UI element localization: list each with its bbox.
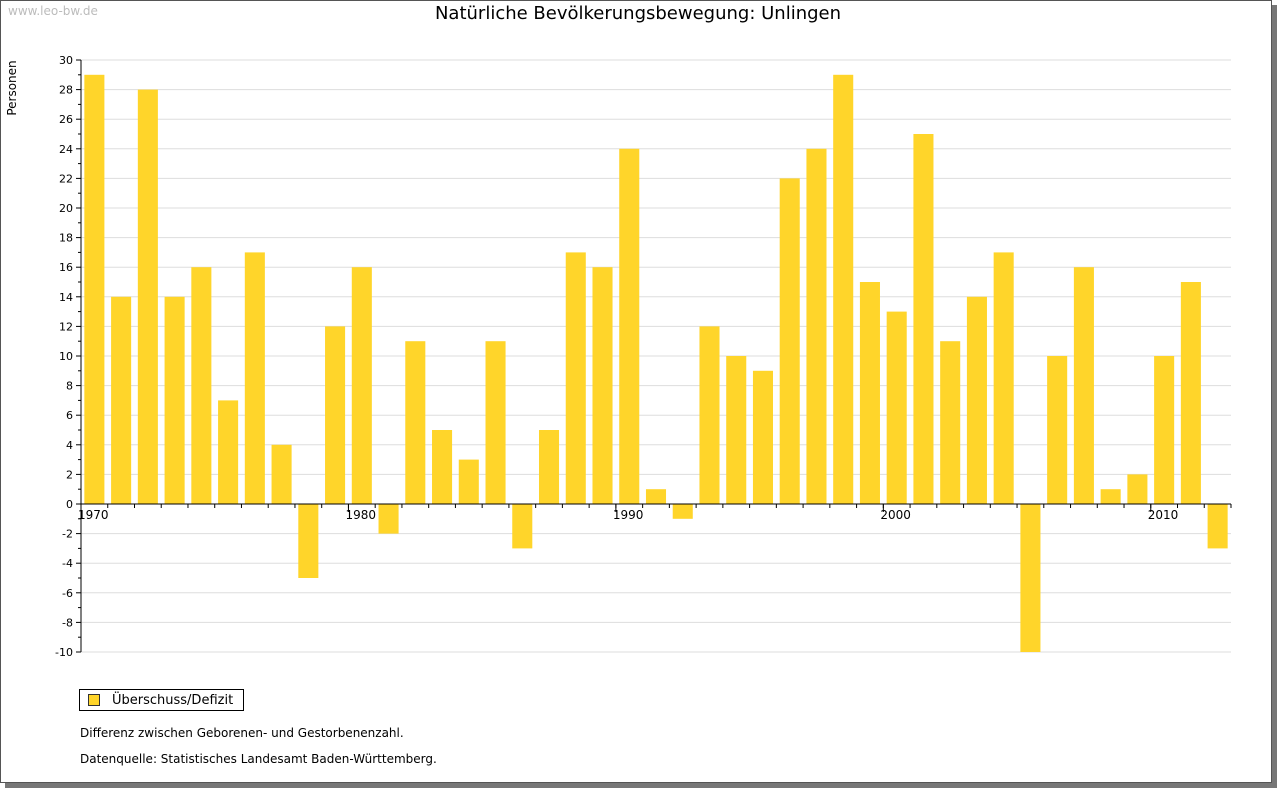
bar-1999 [859, 282, 880, 504]
bar-2003 [966, 296, 987, 504]
bar-1983 [432, 430, 453, 504]
axes: -10-8-6-4-202468101214161820222426283019… [55, 54, 1232, 659]
y-tick-label: 30 [59, 54, 73, 67]
bar-1990 [619, 148, 640, 505]
y-axis-label: Personen [5, 60, 19, 115]
bar-2007 [1073, 267, 1094, 504]
y-tick-label: 18 [59, 232, 73, 245]
y-tick-label: -2 [62, 528, 73, 541]
x-tick-label: 2000 [880, 508, 911, 522]
bars [84, 74, 1228, 652]
bar-1987 [538, 430, 560, 504]
bar-1981 [378, 504, 399, 534]
bar-2000 [886, 311, 907, 504]
bar-1975 [218, 400, 239, 504]
bar-2004 [993, 252, 1014, 504]
bar-1995 [752, 370, 774, 504]
y-tick-label: 12 [59, 320, 73, 333]
x-tick-label: 1970 [78, 508, 109, 522]
legend: Überschuss/Defizit [79, 689, 245, 711]
bar-2009 [1127, 474, 1148, 504]
bar-1988 [565, 252, 586, 504]
bar-1986 [512, 504, 533, 549]
y-tick-label: -8 [62, 616, 73, 629]
y-tick-label: 6 [66, 409, 73, 422]
bar-2012 [1207, 504, 1228, 549]
bar-1971 [111, 296, 132, 504]
y-tick-label: -10 [55, 646, 73, 659]
bar-1985 [485, 341, 506, 504]
watermark: www.leo-bw.de [8, 4, 98, 18]
bar-1996 [779, 178, 800, 504]
y-tick-label: -6 [62, 587, 73, 600]
bar-1973 [164, 296, 185, 504]
bar-1970 [84, 74, 105, 505]
bar-1977 [271, 444, 292, 504]
bar-2006 [1047, 356, 1068, 504]
legend-label: Überschuss/Defizit [112, 692, 234, 708]
bar-1972 [137, 89, 158, 504]
note-data-source: Datenquelle: Statistisches Landesamt Bad… [80, 752, 437, 766]
bar-1979 [325, 326, 346, 504]
bar-1998 [833, 74, 854, 505]
legend-swatch [88, 694, 100, 706]
bar-1993 [699, 326, 720, 504]
x-tick-label: 1980 [345, 508, 376, 522]
chart-title: Natürliche Bevölkerungsbewegung: Unlinge… [434, 3, 842, 24]
bar-1984 [458, 459, 479, 504]
y-tick-label: 0 [66, 498, 73, 511]
y-tick-label: 22 [59, 172, 73, 185]
y-tick-label: 26 [59, 113, 73, 126]
y-tick-label: -4 [62, 557, 73, 570]
bar-1997 [806, 148, 827, 505]
x-tick-label: 2010 [1148, 508, 1179, 522]
bar-chart: -10-8-6-4-202468101214161820222426283019… [5, 54, 1232, 659]
bar-1982 [405, 341, 426, 504]
bar-1980 [351, 267, 372, 504]
bar-2001 [913, 134, 934, 504]
bar-1992 [672, 504, 693, 519]
bar-1976 [244, 252, 265, 504]
y-tick-label: 24 [59, 143, 73, 156]
bar-1991 [645, 489, 667, 504]
y-tick-label: 4 [66, 439, 73, 452]
bar-2002 [940, 341, 961, 504]
x-tick-label: 1990 [613, 508, 644, 522]
note-difference: Differenz zwischen Geborenen- und Gestor… [80, 726, 404, 740]
bar-1989 [592, 267, 613, 504]
y-tick-label: 14 [59, 291, 73, 304]
bar-2011 [1180, 282, 1201, 504]
bar-2005 [1020, 504, 1041, 652]
bar-1978 [298, 504, 319, 578]
bar-1974 [191, 267, 212, 504]
y-tick-label: 2 [66, 468, 73, 481]
y-tick-label: 10 [59, 350, 73, 363]
bar-2010 [1154, 356, 1175, 504]
bar-1994 [726, 356, 747, 504]
y-tick-label: 28 [59, 84, 73, 97]
bar-2008 [1100, 489, 1121, 504]
y-tick-label: 20 [59, 202, 73, 215]
y-tick-label: 8 [66, 380, 73, 393]
y-tick-label: 16 [59, 261, 73, 274]
